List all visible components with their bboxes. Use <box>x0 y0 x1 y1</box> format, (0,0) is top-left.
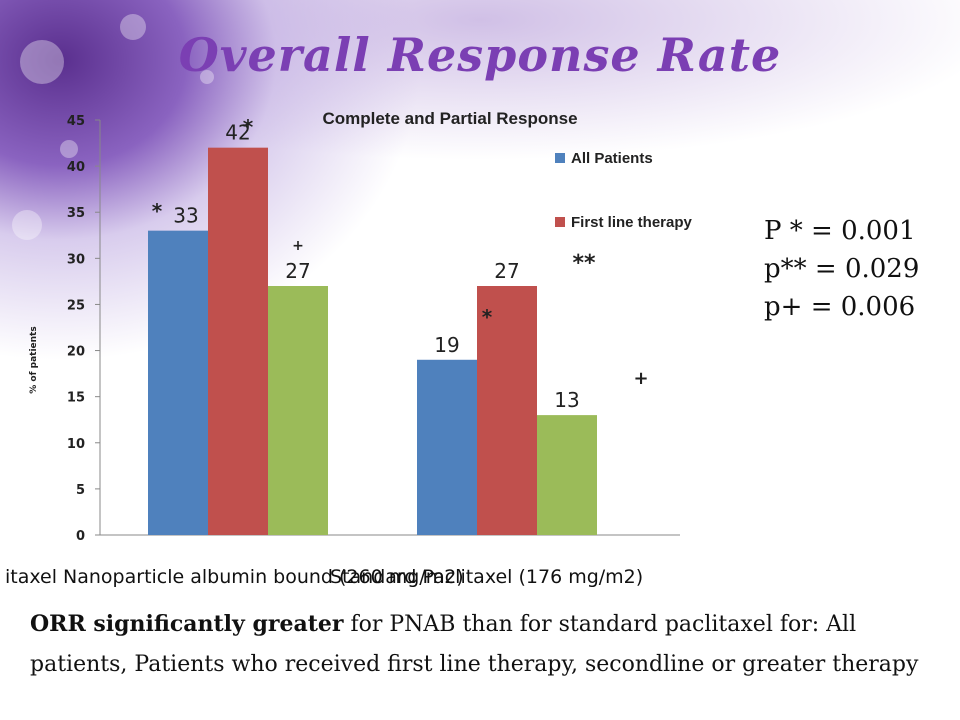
category-label: Standard Paclitaxel (176 mg/m2) <box>330 566 643 588</box>
p-value-double-star: p** = 0.029 <box>764 254 920 284</box>
data-label: 19 <box>434 333 459 357</box>
y-axis-label: % of patients <box>29 326 39 393</box>
y-tick-label: 30 <box>67 252 85 267</box>
category-label: itaxel Nanoparticle albumin bound (260 m… <box>5 566 464 588</box>
y-tick-label: 25 <box>67 298 85 313</box>
significance-marker: + <box>292 238 304 254</box>
significance-marker: * <box>243 115 254 139</box>
bokeh-light <box>60 140 78 158</box>
bar <box>268 286 328 535</box>
legend-swatch <box>555 217 565 227</box>
data-label: 13 <box>554 388 579 412</box>
y-tick-label: 20 <box>67 345 85 360</box>
data-label: 27 <box>285 259 310 283</box>
bokeh-light <box>12 210 42 240</box>
chart-title: Complete and Partial Response <box>322 109 577 128</box>
p-values: P * = 0.001 p** = 0.029 p+ = 0.006 <box>764 212 919 326</box>
conclusion-rest: for PNAB than for standard paclitaxel fo… <box>30 612 919 677</box>
data-label: 42 <box>225 121 250 145</box>
bokeh-light <box>20 40 64 84</box>
bar <box>477 286 537 535</box>
response-rate-chart: 0 5 10 15 20 25 30 35 40 45 % of patients Complete … <box>5 109 693 588</box>
significance-marker: * <box>482 305 493 329</box>
bar <box>537 415 597 535</box>
p-value-star: P * = 0.001 <box>764 216 916 246</box>
legend-label: First line therapy <box>571 214 693 231</box>
y-tick-label: 0 <box>76 529 85 544</box>
bokeh-light <box>120 14 146 40</box>
slide-title: Overall Response Rate <box>178 28 782 82</box>
conclusion-bold: ORR significantly greater <box>30 611 344 637</box>
legend-label: All Patients <box>571 150 653 167</box>
significance-marker: + <box>633 368 648 389</box>
y-tick-label: 40 <box>67 160 85 175</box>
data-label: 33 <box>173 204 198 228</box>
y-tick-label: 35 <box>67 206 85 221</box>
y-tick-label: 5 <box>76 483 85 498</box>
bokeh-light <box>200 70 214 84</box>
y-tick-label: 45 <box>67 114 85 129</box>
significance-marker: * <box>152 199 163 223</box>
bar <box>208 147 268 535</box>
y-tick-label: 10 <box>67 437 85 452</box>
conclusion-text: ORR significantly greater for PNAB than … <box>30 604 940 685</box>
y-tick-label: 15 <box>67 391 85 406</box>
p-value-plus: p+ = 0.006 <box>764 292 916 322</box>
significance-marker: ** <box>572 251 596 276</box>
data-label: 27 <box>494 259 519 283</box>
bar <box>417 359 477 535</box>
legend-swatch <box>555 153 565 163</box>
bar <box>148 230 208 535</box>
